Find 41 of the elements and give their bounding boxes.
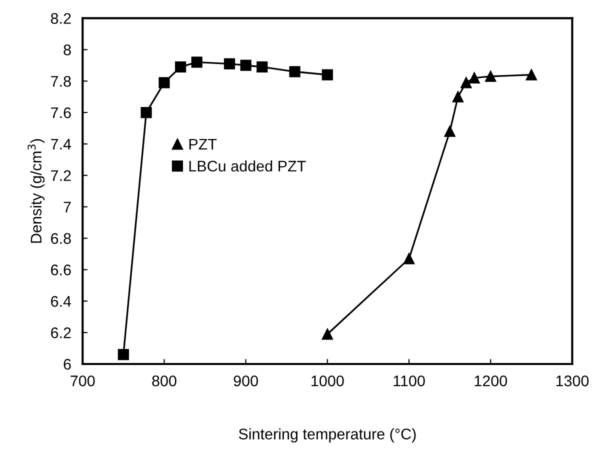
y-tick-label: 7.4 — [51, 138, 72, 150]
point — [224, 58, 236, 70]
point — [240, 60, 252, 71]
y-tick-label: 6.4 — [51, 296, 72, 307]
x-tick-label: 800 — [152, 376, 176, 386]
y-tick-label: 7.2 — [51, 170, 71, 181]
x-tick-label: 1200 — [474, 376, 508, 386]
y-tick-label: 6.6 — [51, 264, 71, 276]
point — [468, 72, 480, 84]
x-tick-label: 1300 — [556, 376, 589, 386]
y-tick-label: 6.2 — [51, 327, 71, 338]
point — [403, 253, 415, 264]
y-tick-label: 7.6 — [51, 107, 71, 118]
y-axis-title: Density (g/cm$^{3}$) — [28, 139, 45, 243]
point — [289, 66, 300, 78]
point — [526, 69, 537, 80]
point — [322, 69, 333, 80]
x-tick-label: 1100 — [394, 376, 425, 386]
x-tick-label: 700 — [70, 376, 95, 386]
point — [444, 126, 456, 137]
y-tick-label: 8.2 — [50, 13, 71, 24]
y-tick-label: 6.8 — [51, 233, 71, 244]
point — [118, 349, 129, 360]
y-tick-label: 7.8 — [51, 76, 71, 87]
point — [140, 106, 152, 118]
point — [191, 56, 202, 68]
y-tick-label: 6 — [64, 358, 71, 370]
point — [256, 61, 268, 72]
point — [452, 91, 464, 102]
point — [485, 70, 496, 82]
legend-label: LBCu added PZT — [189, 160, 306, 172]
x-tick-label: 1000 — [312, 376, 344, 386]
x-axis-title: Sintering temperature (°C) — [238, 428, 416, 442]
point — [460, 77, 472, 88]
point — [158, 77, 170, 88]
y-tick-label: 7 — [64, 202, 71, 212]
point — [322, 328, 333, 340]
point — [174, 61, 186, 72]
legend-label: PZT — [189, 139, 217, 150]
x-tick-label: 900 — [234, 376, 258, 386]
y-tick-label: 8 — [64, 44, 71, 56]
